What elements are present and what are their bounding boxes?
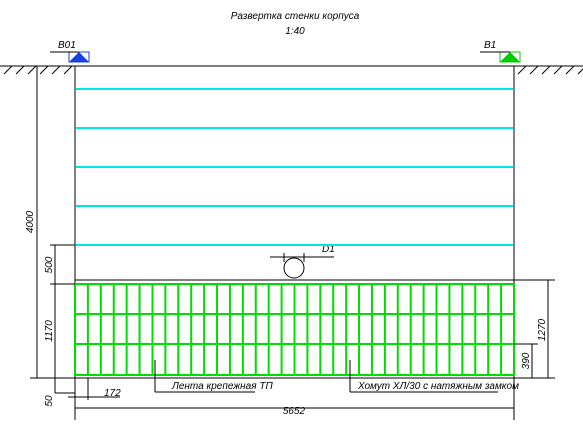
dim-label: D1 xyxy=(322,244,335,255)
hatch xyxy=(3,65,13,75)
dim-label: 500 xyxy=(44,256,55,273)
hatch xyxy=(51,65,61,75)
dim-label: 390 xyxy=(521,352,532,369)
hatch xyxy=(63,65,73,75)
wall xyxy=(74,65,515,379)
hatch xyxy=(541,65,551,75)
dim-label: 172 xyxy=(104,388,121,399)
dim-label: 50 xyxy=(44,395,55,407)
dim-label: 1270 xyxy=(537,318,548,341)
hatch xyxy=(15,65,25,75)
hatch xyxy=(577,68,583,75)
marker xyxy=(500,52,520,62)
opening xyxy=(283,257,305,279)
marker-label: В1 xyxy=(484,40,496,51)
marker-label: В01 xyxy=(58,40,76,51)
hatch xyxy=(529,65,539,75)
hatch xyxy=(517,65,527,75)
marker xyxy=(69,52,89,62)
dim-label: 4000 xyxy=(25,210,36,233)
callout: Лента крепежная ТП xyxy=(171,381,273,392)
hatch xyxy=(39,65,49,75)
hatch xyxy=(553,65,563,75)
hatch xyxy=(565,65,575,75)
title: Развертка стенки корпуса xyxy=(231,11,360,22)
callout: Хомут ХЛ/30 с натяжным замком xyxy=(357,381,519,392)
dim-label: 5652 xyxy=(283,406,306,417)
dim-label: 1170 xyxy=(44,320,55,342)
hatch xyxy=(27,65,37,75)
scale: 1:40 xyxy=(285,26,305,37)
